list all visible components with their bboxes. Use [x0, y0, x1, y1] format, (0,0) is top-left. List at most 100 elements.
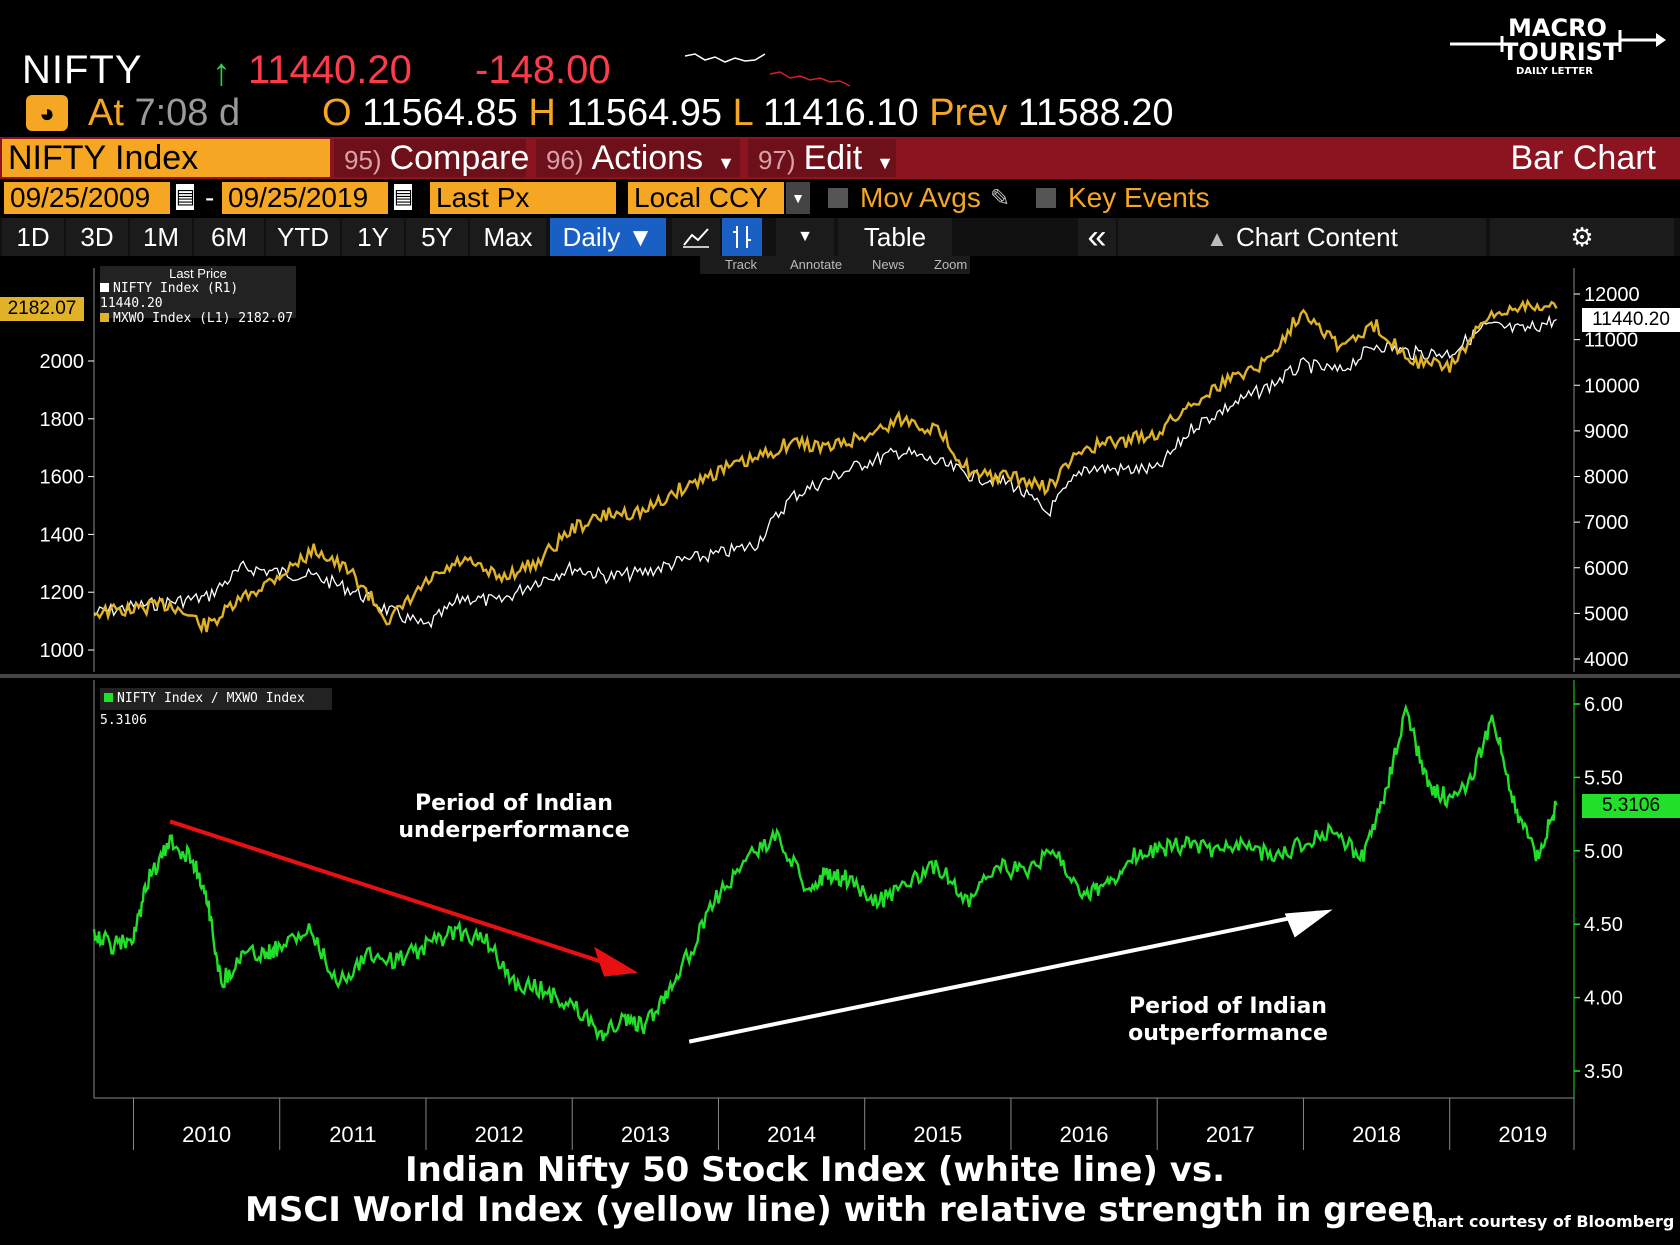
legend-swatch-mxwo	[100, 313, 109, 322]
range-6m[interactable]: 6M	[194, 218, 264, 256]
right-axis-tick-label: 5000	[1584, 603, 1629, 625]
open-label: O	[322, 92, 352, 134]
range-1y[interactable]: 1Y	[342, 218, 404, 256]
at-label: At	[88, 92, 124, 134]
low-label: L	[732, 92, 753, 134]
mov-avgs-label: Mov Avgs	[860, 182, 981, 213]
legend-swatch-ratio	[104, 693, 113, 702]
ratio-axis-last-label: 5.3106	[1582, 794, 1680, 818]
quote-time: 7:08	[134, 92, 209, 134]
last-price: 11440.20	[248, 48, 412, 92]
line-chart-icon[interactable]	[672, 218, 720, 256]
annotation-line: outperformance	[1128, 1021, 1328, 1046]
legend-header: Last Price	[169, 266, 227, 281]
x-axis-year-label: 2019	[1498, 1122, 1548, 1147]
x-axis-year-label: 2012	[474, 1122, 524, 1147]
legend-swatch-nifty	[100, 283, 109, 292]
end-date-field[interactable]: 09/25/2019	[222, 182, 388, 214]
compare-label: Compare	[389, 139, 530, 177]
range-1d[interactable]: 1D	[2, 218, 64, 256]
range-3d[interactable]: 3D	[66, 218, 128, 256]
outperformance-annotation: Period of Indian outperformance	[1108, 993, 1348, 1047]
start-date-field[interactable]: 09/25/2009	[4, 182, 170, 214]
currency-select[interactable]: Local CCY	[628, 182, 784, 214]
right-axis-tick-label: 6000	[1584, 558, 1629, 580]
news-button[interactable]: News	[872, 257, 905, 272]
actions-label: Actions	[591, 139, 704, 177]
x-axis-year-label: 2010	[182, 1122, 232, 1147]
x-axis-year-label: 2013	[620, 1122, 670, 1147]
range-5y[interactable]: 5Y	[406, 218, 468, 256]
left-axis-tick-label: 1800	[40, 409, 85, 431]
high-label: H	[528, 92, 556, 134]
chevron-down-icon: ▼	[876, 153, 894, 173]
currency-dropdown-icon[interactable]: ▼	[786, 182, 810, 214]
panel-divider[interactable]	[0, 674, 1680, 678]
security-field[interactable]: NIFTY Index	[2, 139, 330, 177]
compare-number: 95)	[344, 145, 382, 175]
chevron-down-icon: ▼	[717, 153, 735, 173]
range-ytd[interactable]: YTD	[266, 218, 340, 256]
right-axis-last-label: 11440.20	[1582, 308, 1680, 332]
legend-item-nifty: NIFTY Index (R1) 11440.20	[100, 281, 296, 311]
logo-line3: DAILY LETTER	[1516, 66, 1593, 77]
price-field-select[interactable]: Last Px	[430, 182, 616, 214]
left-axis-last-label: 2182.07	[0, 297, 84, 321]
key-events-checkbox[interactable]	[1036, 188, 1056, 208]
delay-clock-icon: ◕	[26, 95, 68, 131]
left-axis-tick-label: 1600	[40, 467, 85, 489]
legend-label-nifty: NIFTY Index (R1)	[113, 281, 239, 296]
bar-chart-icon[interactable]	[722, 218, 762, 256]
logo-line2: TOURIST	[1502, 38, 1620, 66]
high-value: 11564.95	[566, 92, 723, 134]
ratio-axis-tick-label: 3.50	[1584, 1061, 1623, 1083]
outperformance-arrowhead	[1284, 909, 1333, 938]
mov-avgs-checkbox[interactable]	[828, 188, 848, 208]
sparkline-white	[685, 53, 766, 63]
range-1m[interactable]: 1M	[130, 218, 192, 256]
x-axis-year-label: 2018	[1352, 1122, 1402, 1147]
underperformance-annotation: Period of Indian underperformance	[394, 790, 634, 844]
sparkline	[685, 53, 851, 87]
left-axis-tick-label: 1000	[40, 640, 85, 662]
table-button[interactable]: Table	[838, 218, 952, 256]
legend-label-ratio: NIFTY Index / MXWO Index	[117, 691, 305, 706]
chart-style-dropdown-icon[interactable]: ▼	[776, 218, 834, 256]
chart-content-button[interactable]: ▲ Chart Content	[1118, 218, 1486, 256]
compare-button[interactable]: 95) Compare	[334, 139, 529, 177]
annotation-line: underperformance	[398, 818, 630, 843]
annotation-line: Period of Indian	[1129, 994, 1327, 1019]
track-button[interactable]: Track	[725, 257, 758, 272]
caption-line1: Indian Nifty 50 Stock Index (white line)…	[405, 1150, 1226, 1190]
pencil-icon[interactable]: ✎	[990, 185, 1011, 212]
edit-button[interactable]: 97) Edit ▼	[748, 139, 896, 177]
legend-value-mxwo: 2182.07	[238, 311, 294, 326]
left-axis-tick-label: 2000	[40, 351, 85, 373]
calendar-icon[interactable]: ▤	[394, 184, 413, 210]
annotate-button[interactable]: Annotate	[790, 257, 843, 272]
underperformance-arrow	[169, 819, 632, 974]
chart-credit: Chart courtesy of Bloomberg	[1414, 1212, 1675, 1231]
ratio-axis-tick-label: 6.00	[1584, 694, 1623, 716]
caption-line2: MSCI World Index (yellow line) with rela…	[245, 1190, 1435, 1230]
mxwo-series-line	[93, 298, 1558, 635]
right-axis-tick-label: 10000	[1584, 375, 1640, 397]
range-max[interactable]: Max	[470, 218, 546, 256]
ratio-axis-tick-label: 4.50	[1584, 914, 1623, 936]
period-select[interactable]: Daily ▼	[550, 218, 666, 256]
actions-number: 96)	[546, 145, 584, 175]
right-axis-tick-label: 9000	[1584, 421, 1629, 443]
edit-number: 97)	[758, 145, 796, 175]
ratio-series-line	[92, 703, 1558, 1042]
arrow-left-icon	[1450, 36, 1504, 52]
gear-icon[interactable]: ⚙	[1490, 218, 1674, 256]
arrow-right-icon	[1618, 30, 1666, 52]
right-axis-tick-label: 7000	[1584, 512, 1629, 534]
collapse-icon[interactable]: «	[1078, 218, 1116, 256]
right-axis-tick-label: 12000	[1584, 284, 1640, 306]
actions-button[interactable]: 96) Actions ▼	[536, 139, 740, 177]
sparkline-red	[769, 71, 851, 87]
zoom-button[interactable]: Zoom	[934, 257, 968, 272]
calendar-icon[interactable]: ▤	[176, 184, 195, 210]
chart-type-label: Bar Chart	[1510, 139, 1657, 177]
